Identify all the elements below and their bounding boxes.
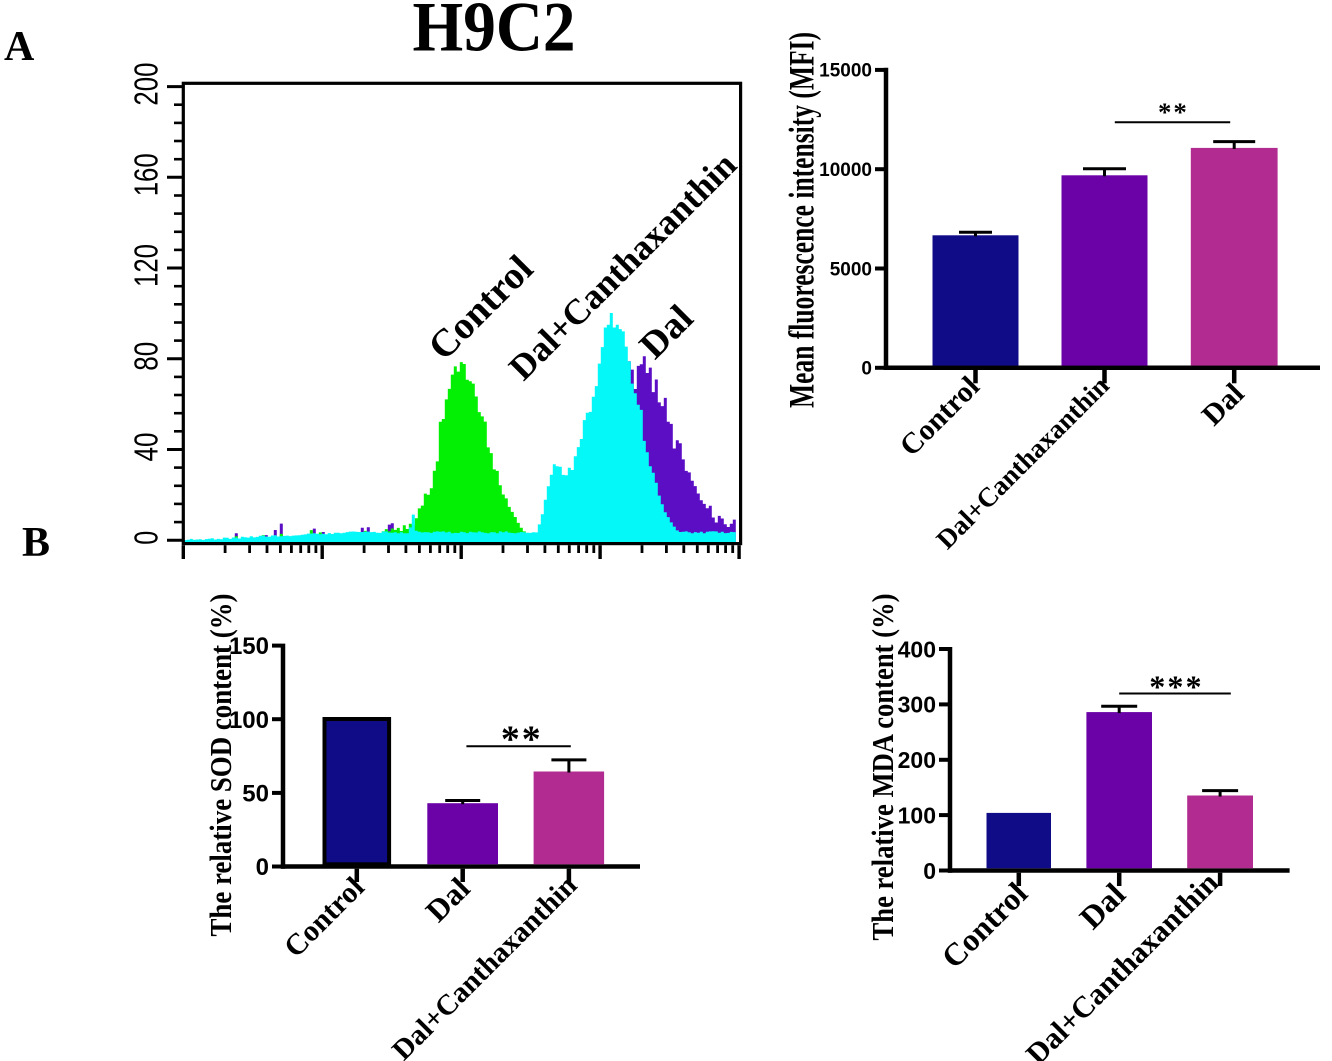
svg-text:The relative SOD content (%): The relative SOD content (%) bbox=[203, 594, 238, 937]
svg-text:0: 0 bbox=[923, 858, 936, 884]
svg-text:10000: 10000 bbox=[819, 160, 872, 181]
svg-text:400: 400 bbox=[898, 636, 936, 662]
svg-text:A: A bbox=[4, 24, 35, 70]
svg-text:Dal+Canthaxanthin: Dal+Canthaxanthin bbox=[386, 869, 583, 1061]
svg-text:40: 40 bbox=[128, 433, 165, 462]
svg-text:Mean fluorescence intensity (M: Mean fluorescence intensity (MFI) bbox=[782, 32, 822, 408]
svg-text:**: ** bbox=[1158, 97, 1189, 127]
svg-text:0: 0 bbox=[861, 359, 872, 380]
svg-text:Dal: Dal bbox=[632, 297, 702, 367]
svg-text:5000: 5000 bbox=[830, 259, 872, 280]
svg-text:15000: 15000 bbox=[819, 61, 872, 82]
svg-text:100: 100 bbox=[229, 707, 269, 734]
svg-text:Dal: Dal bbox=[419, 870, 477, 928]
svg-text:50: 50 bbox=[242, 781, 269, 808]
svg-text:Control: Control bbox=[894, 371, 986, 463]
svg-text:***: *** bbox=[1149, 668, 1203, 704]
svg-text:**: ** bbox=[501, 719, 543, 761]
svg-text:200: 200 bbox=[898, 747, 936, 773]
svg-text:200: 200 bbox=[128, 63, 165, 106]
svg-text:B: B bbox=[22, 520, 50, 566]
svg-text:The relative MDA content (%): The relative MDA content (%) bbox=[865, 594, 900, 941]
svg-text:150: 150 bbox=[229, 633, 269, 660]
svg-text:80: 80 bbox=[128, 342, 165, 371]
svg-text:160: 160 bbox=[128, 153, 165, 196]
svg-text:300: 300 bbox=[898, 692, 936, 718]
svg-text:Dal: Dal bbox=[1073, 877, 1133, 937]
svg-text:0: 0 bbox=[128, 531, 165, 545]
svg-text:H9C2: H9C2 bbox=[413, 0, 576, 67]
svg-text:Control: Control bbox=[935, 876, 1034, 975]
svg-text:120: 120 bbox=[128, 244, 165, 287]
svg-text:0: 0 bbox=[256, 854, 269, 881]
svg-text:100: 100 bbox=[898, 802, 936, 828]
svg-text:Control: Control bbox=[278, 871, 371, 964]
svg-text:Dal: Dal bbox=[1195, 377, 1250, 432]
